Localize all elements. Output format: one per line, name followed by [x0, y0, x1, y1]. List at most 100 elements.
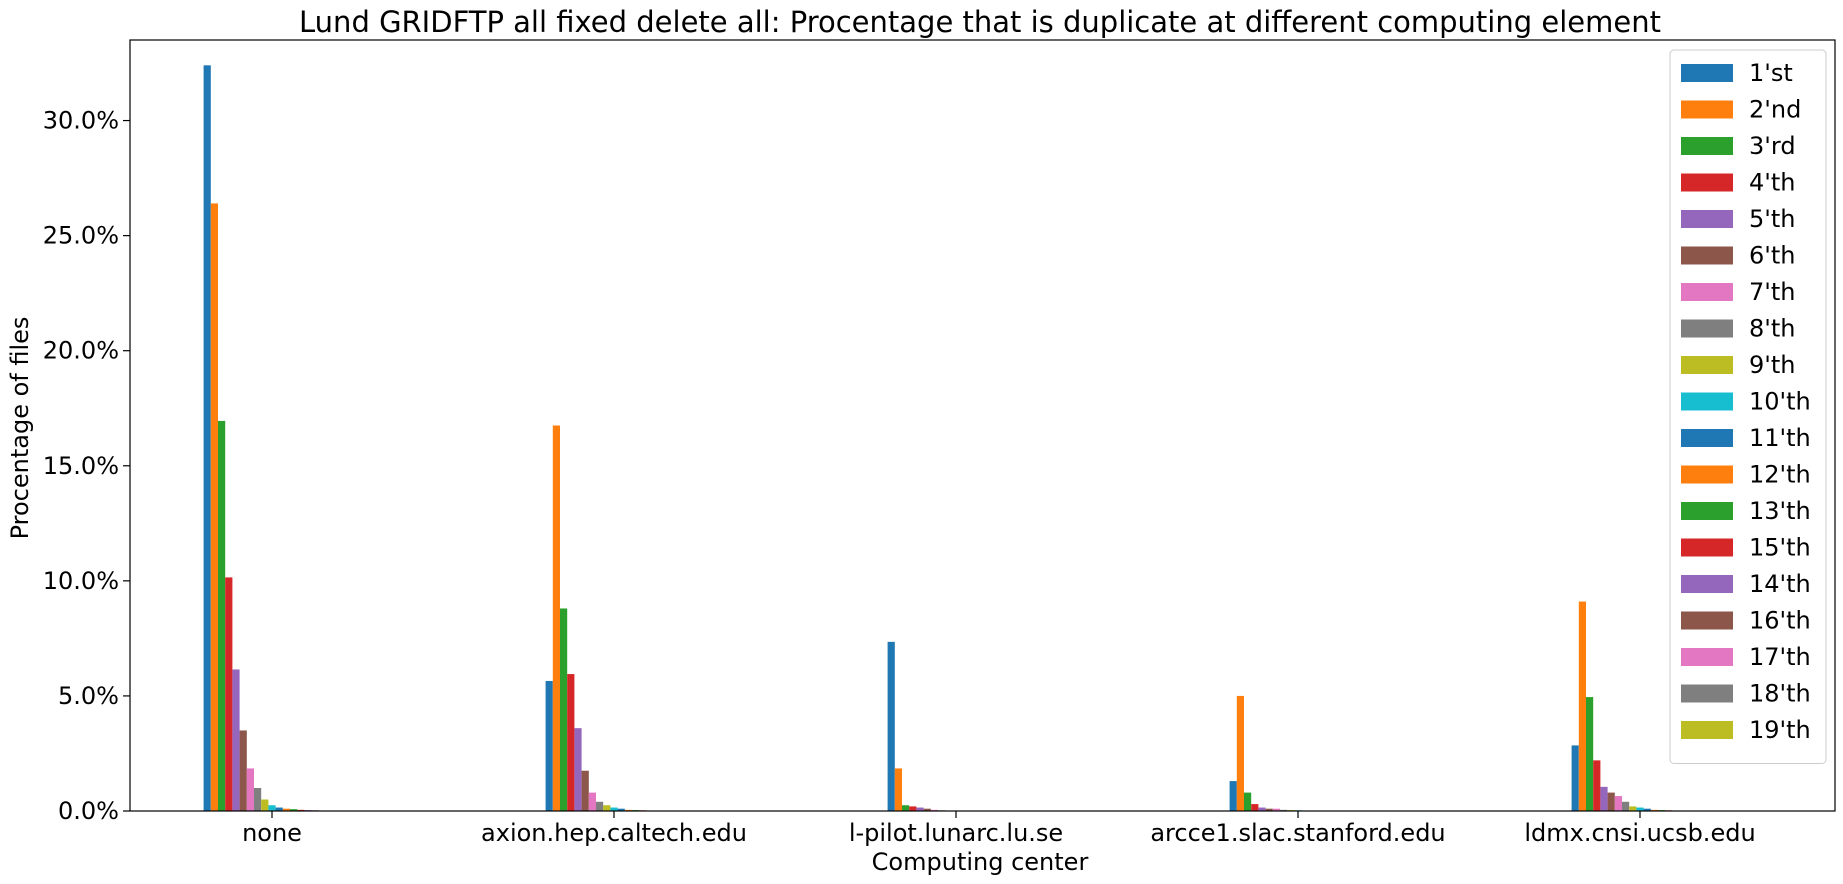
bar: [916, 807, 924, 811]
legend-swatch: [1681, 648, 1733, 666]
bar: [210, 203, 218, 811]
bar: [1272, 808, 1280, 811]
legend-swatch: [1681, 137, 1733, 155]
legend-swatch: [1681, 611, 1733, 630]
legend-label: 16'th: [1749, 607, 1811, 635]
legend-swatch: [1681, 283, 1733, 301]
legend-swatch: [1681, 319, 1733, 338]
bar: [1607, 792, 1615, 811]
legend-swatch: [1681, 465, 1733, 484]
bar: [1614, 796, 1622, 811]
bar: [1244, 792, 1252, 811]
y-tick-label: 5.0%: [58, 682, 119, 710]
legend-swatch: [1681, 392, 1733, 411]
bar: [1600, 786, 1608, 811]
plot-frame: [129, 39, 1836, 812]
bar: [246, 768, 254, 811]
legend-label: 15'th: [1749, 534, 1811, 562]
bar: [596, 801, 604, 811]
legend-swatch: [1681, 64, 1733, 82]
bar: [268, 805, 276, 811]
bar: [617, 808, 625, 811]
y-tick-label: 10.0%: [43, 567, 119, 595]
axes-layer: 0.0% 5.0% 10.0% 15.0% 20.0% 25.0% 30.0% none axi…: [43, 39, 1836, 847]
bar: [1265, 808, 1273, 811]
legend-swatch: [1681, 502, 1733, 520]
legend-swatch: [1681, 575, 1733, 593]
legend-swatch: [1681, 538, 1733, 557]
bar: [1629, 806, 1637, 811]
x-tick-label: arcce1.slac.stanford.edu: [1150, 819, 1445, 847]
legend-label: 6'th: [1749, 242, 1796, 270]
legend-swatch: [1681, 721, 1733, 739]
bar: [1593, 760, 1601, 811]
bar: [290, 809, 298, 811]
bar: [1236, 695, 1244, 811]
bar: [1251, 804, 1259, 811]
bar: [254, 787, 262, 811]
y-tick-label: 0.0%: [58, 797, 119, 825]
bar: [545, 680, 553, 811]
legend-label: 11'th: [1749, 424, 1811, 452]
bar: [275, 807, 283, 811]
legend-label: 13'th: [1749, 497, 1811, 525]
legend-label: 7'th: [1749, 278, 1796, 306]
legend-swatch: [1681, 100, 1733, 119]
legend-swatch: [1681, 429, 1733, 447]
y-tick-label: 30.0%: [43, 107, 119, 135]
legend-label: 17'th: [1749, 643, 1811, 671]
legend-label: 18'th: [1749, 680, 1811, 708]
legend-label: 1'st: [1749, 59, 1793, 87]
bar: [887, 641, 895, 811]
legend-label: 9'th: [1749, 351, 1796, 379]
bar: [1229, 781, 1237, 811]
bar: [225, 577, 233, 811]
bar: [567, 674, 575, 811]
legend-swatch: [1681, 356, 1733, 374]
legend-label: 8'th: [1749, 315, 1796, 343]
bar: [1578, 601, 1586, 811]
legend-swatch: [1681, 173, 1733, 192]
bar: [1571, 745, 1579, 811]
bar: [232, 669, 240, 811]
bar: [261, 799, 269, 811]
legend-label: 12'th: [1749, 461, 1811, 489]
legend-label: 5'th: [1749, 205, 1796, 233]
x-tick-label: axion.hep.caltech.edu: [481, 819, 747, 847]
bar: [552, 425, 560, 811]
bar: [218, 420, 226, 811]
bar: [923, 808, 931, 811]
x-tick-label: none: [242, 819, 302, 847]
legend-label: 10'th: [1749, 388, 1811, 416]
x-tick-label: l-pilot.lunarc.lu.se: [849, 819, 1063, 847]
y-tick-label: 25.0%: [43, 222, 119, 250]
legend-label: 4'th: [1749, 169, 1796, 197]
bar: [1622, 801, 1630, 811]
legend-label: 19'th: [1749, 716, 1811, 744]
bar: [610, 807, 618, 811]
legend-swatch: [1681, 246, 1733, 265]
bar: [1586, 697, 1594, 811]
y-tick-label: 15.0%: [43, 452, 119, 480]
legend-label: 2'nd: [1749, 96, 1801, 124]
bar: [239, 730, 247, 811]
x-axis-label: Computing center: [872, 848, 1089, 876]
legend-swatch: [1681, 210, 1733, 228]
x-tick-label: ldmx.cnsi.ucsb.edu: [1524, 819, 1755, 847]
legend-swatch: [1681, 684, 1733, 703]
bar: [902, 805, 910, 811]
y-tick-label: 20.0%: [43, 337, 119, 365]
legend-label: 3'rd: [1749, 132, 1796, 160]
bar: [282, 808, 290, 811]
bar: [581, 770, 589, 811]
bar: [203, 65, 211, 811]
y-axis-label: Procentage of files: [6, 317, 34, 540]
bar: [1643, 808, 1651, 811]
legend: 1'st 2'nd 3'rd 4'th 5'th 6'th 7'th 8'th 9'th 10't…: [1669, 49, 1827, 764]
bar: [588, 792, 596, 811]
legend-label: 14'th: [1749, 570, 1811, 598]
bar: [574, 728, 582, 811]
bar: [603, 805, 611, 811]
bar: [560, 608, 568, 811]
